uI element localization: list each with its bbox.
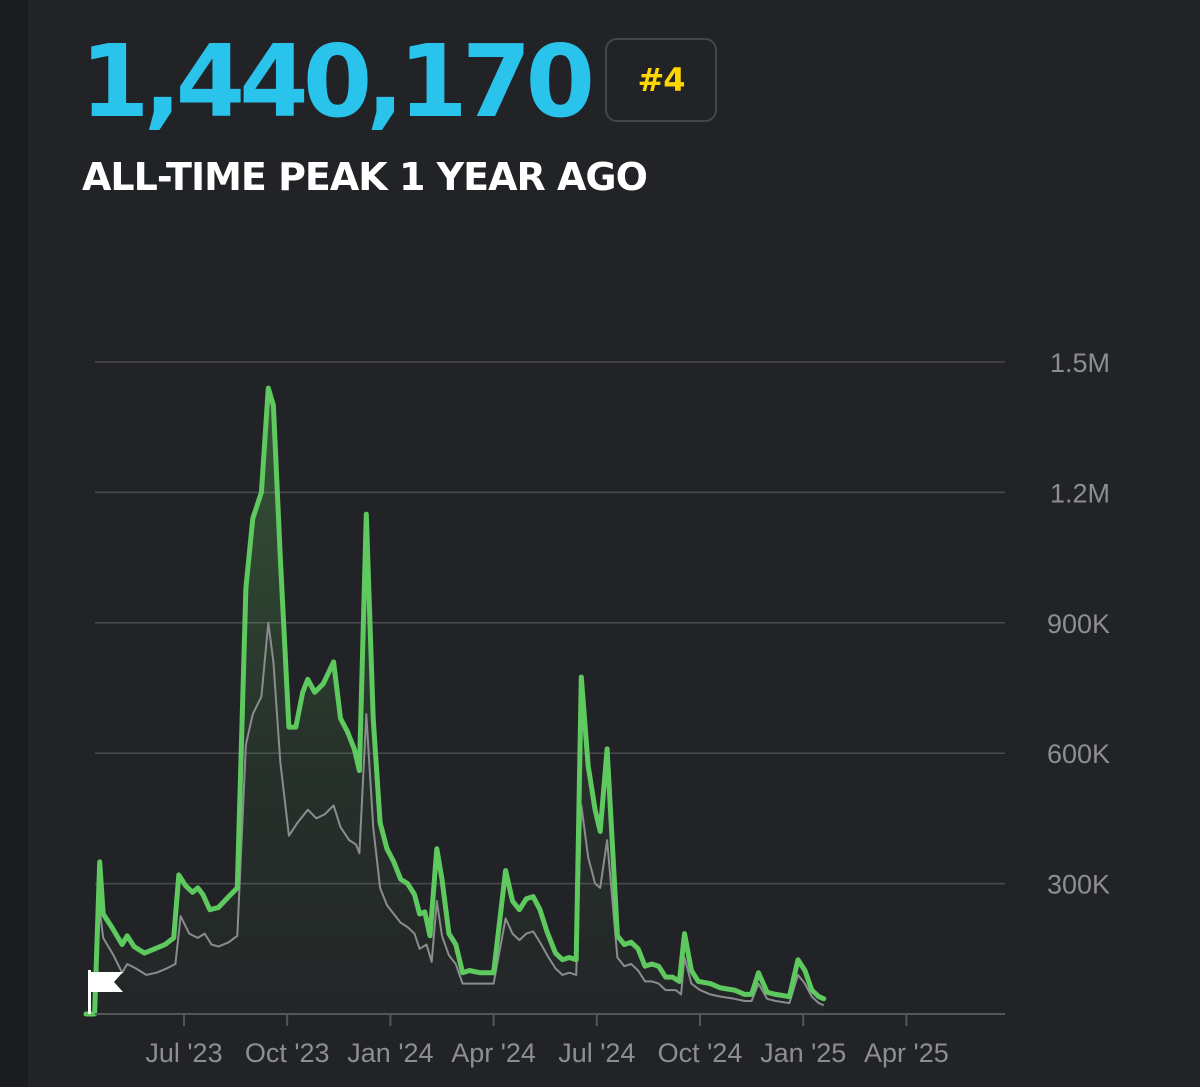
x-tick-label: Jul '24	[558, 1038, 635, 1068]
y-tick-label: 600K	[1047, 739, 1110, 769]
area-layer	[86, 388, 824, 1015]
y-tick-label: 900K	[1047, 609, 1110, 639]
y-tick-label: 1.5M	[1050, 348, 1110, 378]
x-tick-label: Oct '23	[245, 1038, 330, 1068]
series-line-main	[83, 385, 827, 1017]
peak-value: 1,440,170	[80, 23, 595, 140]
x-tick-label: Apr '24	[451, 1038, 536, 1068]
line-layer	[83, 385, 827, 1017]
y-tick-label: 300K	[1047, 870, 1110, 900]
x-tick-label: Jan '24	[347, 1038, 433, 1068]
series-line-secondary	[86, 621, 825, 1015]
series-area	[86, 388, 824, 1015]
peak-subtitle: ALL-TIME PEAK 1 YEAR AGO	[82, 155, 648, 199]
grid-layer	[95, 361, 1005, 885]
axis-layer: 300K 600K 900K 1.2M 1.5M Jul '23 Oct '23 Jan '2…	[95, 348, 1110, 1068]
x-tick-label: Oct '24	[658, 1038, 743, 1068]
y-tick-label: 1.2M	[1050, 478, 1110, 508]
rank-text: #4	[637, 61, 685, 99]
rank-badge: #4	[605, 38, 717, 122]
x-tick-label: Jan '25	[760, 1038, 846, 1068]
flag-icon	[88, 970, 123, 1014]
x-tick-label: Jul '23	[145, 1038, 222, 1068]
x-tick-label: Apr '25	[864, 1038, 949, 1068]
